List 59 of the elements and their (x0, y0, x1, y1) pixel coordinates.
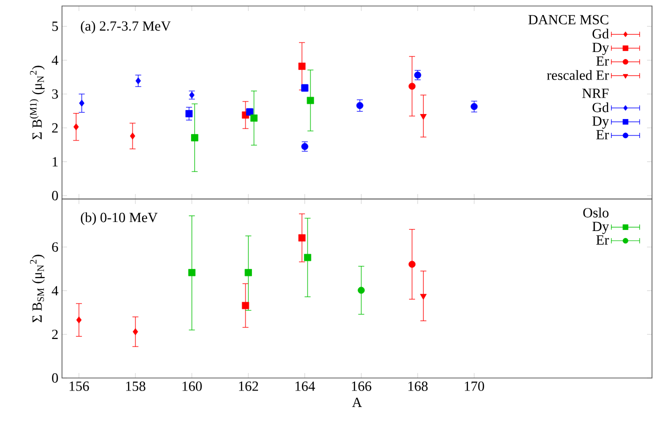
point (79, 100, 84, 107)
point (298, 62, 306, 70)
y-tick-label: 6 (52, 242, 58, 252)
annotation: DANCE MSC (528, 15, 608, 24)
point (242, 302, 250, 310)
point (304, 254, 312, 262)
point (250, 114, 258, 122)
legend-label: Er (596, 235, 609, 245)
legend-label: Dy (592, 42, 609, 56)
y-tick-label: 4 (52, 56, 58, 65)
y-tick-label: 2 (52, 330, 58, 339)
x-tick-label: 164 (296, 382, 316, 391)
point (132, 328, 138, 336)
point (130, 132, 136, 140)
legend-label: Dy (592, 222, 609, 234)
annotation: NRF (582, 88, 609, 98)
legend-label: Er (596, 56, 609, 66)
point (185, 110, 193, 118)
y-tick-label: 3 (52, 89, 58, 99)
y-tick-label: 5 (52, 22, 58, 31)
x-tick-label: 156 (70, 382, 89, 391)
point (191, 134, 198, 142)
annotation: (a) 2.7-3.7 MeV (80, 20, 171, 34)
point (306, 96, 314, 104)
legend-label: rescaled Er (546, 70, 609, 80)
x-tick-label: 158 (126, 382, 146, 391)
point (301, 143, 308, 150)
x-tick-label: 162 (239, 382, 258, 391)
y-tick-label: 0 (52, 373, 58, 383)
x-tick-label: 160 (182, 382, 202, 391)
legend-label: Er (596, 130, 609, 140)
legend-label: Gd (592, 28, 609, 39)
point (136, 77, 141, 84)
annotation: Oslo (583, 208, 608, 218)
point (298, 234, 306, 242)
point (73, 123, 79, 130)
x-axis-title: A (352, 398, 362, 407)
y-tick-label: 2 (52, 123, 58, 133)
point (244, 268, 252, 276)
point (188, 268, 196, 276)
point (420, 114, 427, 120)
point (420, 294, 427, 300)
y-tick-label: 0 (52, 190, 58, 200)
y-tick-label: 4 (52, 286, 58, 296)
y-axis-title: Σ B$^{(M1)}$ (μ$_{N}$$^{2}$) (30, 66, 45, 140)
point (408, 260, 416, 268)
legend-label: Gd (592, 102, 609, 112)
point (358, 286, 365, 294)
x-tick-label: 170 (464, 382, 484, 391)
point (356, 102, 364, 110)
point (408, 82, 416, 90)
x-tick-label: 168 (408, 382, 428, 391)
point (470, 103, 478, 110)
point (76, 316, 82, 324)
y-tick-label: 1 (52, 157, 58, 166)
legend-label: Dy (592, 116, 609, 129)
x-tick-label: 166 (352, 382, 372, 391)
annotation: (b) 0-10 MeV (80, 212, 158, 226)
y-axis-title: Σ B$_{SM}$ (μ$_{N}$$^{2}$) (30, 254, 45, 322)
